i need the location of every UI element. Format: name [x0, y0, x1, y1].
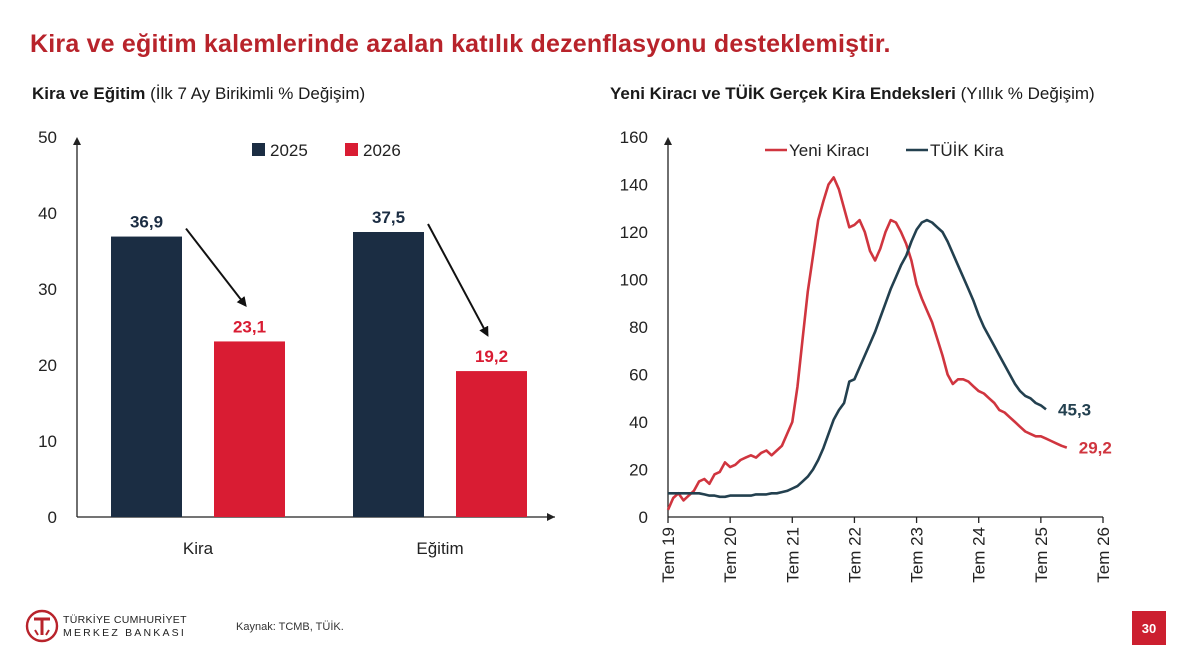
- page-title: Kira ve eğitim kalemlerinde azalan katıl…: [30, 30, 891, 58]
- legend-label: 2026: [363, 141, 401, 160]
- y-tick-label: 40: [38, 204, 57, 223]
- x-tick-label: Tem 21: [783, 527, 802, 583]
- y-axis-arrow: [73, 137, 81, 145]
- legend-swatch-2025: [252, 143, 265, 156]
- y-tick-label: 140: [620, 176, 648, 195]
- bar-2025-Kira: [111, 236, 182, 517]
- x-tick-label: Tem 22: [845, 527, 864, 583]
- y-axis-arrow: [664, 137, 672, 145]
- bar-2026-Kira: [214, 341, 285, 517]
- y-tick-label: 40: [629, 413, 648, 432]
- bank-name: TÜRKİYE CUMHURİYET MERKEZ BANKASI: [63, 614, 187, 640]
- data-label: 37,5: [372, 208, 405, 227]
- y-tick-label: 60: [629, 366, 648, 385]
- bar-2026-Eğitim: [456, 371, 527, 517]
- x-axis-arrow: [547, 513, 555, 521]
- data-label: 23,1: [233, 317, 266, 336]
- line-chart-title: Yeni Kiracı ve TÜİK Gerçek Kira Endeksle…: [610, 84, 956, 103]
- legend-label: Yeni Kiracı: [789, 141, 870, 160]
- y-tick-label: 30: [38, 280, 57, 299]
- legend-label: TÜİK Kira: [930, 141, 1004, 160]
- x-tick-label: Tem 26: [1094, 527, 1113, 583]
- bank-name-line2: MERKEZ BANKASI: [63, 627, 186, 639]
- tcmb-logo-icon: [25, 609, 59, 643]
- y-tick-label: 20: [629, 461, 648, 480]
- end-value-label: 45,3: [1058, 400, 1091, 419]
- end-value-label: 29,2: [1079, 439, 1112, 458]
- y-tick-label: 120: [620, 223, 648, 242]
- y-tick-label: 100: [620, 271, 648, 290]
- line-chart-subtitle: Yeni Kiracı ve TÜİK Gerçek Kira Endeksle…: [610, 84, 1095, 104]
- x-tick-label: Tem 25: [1032, 527, 1051, 583]
- data-label: 19,2: [475, 347, 508, 366]
- y-tick-label: 0: [639, 508, 648, 527]
- y-tick-label: 50: [38, 128, 57, 147]
- x-tick-label: Tem 20: [721, 527, 740, 583]
- series-line-0: [666, 176, 1068, 511]
- y-tick-label: 10: [38, 432, 57, 451]
- data-label: 36,9: [130, 213, 163, 232]
- legend-label: 2025: [270, 141, 308, 160]
- x-category-label: Eğitim: [416, 539, 463, 558]
- y-tick-label: 160: [620, 128, 648, 147]
- bar-chart-title: Kira ve Eğitim: [32, 84, 146, 103]
- x-tick-label: Tem 24: [970, 527, 989, 583]
- x-tick-label: Tem 23: [908, 527, 927, 583]
- y-tick-label: 80: [629, 318, 648, 337]
- bar-2025-Eğitim: [353, 232, 424, 517]
- x-category-label: Kira: [183, 539, 214, 558]
- y-tick-label: 20: [38, 356, 57, 375]
- source-note: Kaynak: TCMB, TÜİK.: [236, 621, 344, 633]
- bank-name-line1: TÜRKİYE CUMHURİYET: [63, 614, 187, 626]
- x-tick-label: Tem 19: [659, 527, 678, 583]
- line-chart-unit: (Yıllık % Değişim): [960, 84, 1095, 103]
- series-line-1: [668, 218, 1047, 499]
- decline-arrow: [427, 223, 489, 337]
- decline-arrow: [185, 227, 247, 308]
- y-tick-label: 0: [48, 508, 57, 527]
- legend-swatch-2026: [345, 143, 358, 156]
- page-number-badge: 30: [1132, 611, 1166, 645]
- bar-chart-subtitle: Kira ve Eğitim (İlk 7 Ay Birikimli % Değ…: [32, 84, 365, 104]
- bar-chart-unit: (İlk 7 Ay Birikimli % Değişim): [150, 84, 366, 103]
